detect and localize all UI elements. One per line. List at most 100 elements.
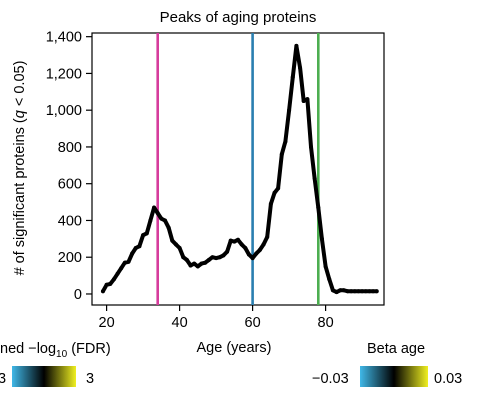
data-point — [305, 97, 310, 102]
data-point — [236, 237, 240, 242]
data-point — [360, 289, 365, 294]
fdr-legend-title: ned −log10 (FDR) — [0, 341, 111, 360]
data-point — [225, 249, 230, 254]
data-point — [210, 255, 215, 260]
y-tick-label: 800 — [58, 140, 82, 156]
data-point — [104, 282, 109, 287]
plot-frame — [91, 32, 385, 306]
fdr-legend-title-subscript: 10 — [56, 349, 68, 360]
data-point — [371, 289, 376, 294]
y-tick-label: 0 — [74, 287, 82, 303]
series-line — [101, 43, 379, 295]
x-tick-label: 20 — [99, 315, 115, 331]
x-tick-label: 40 — [172, 315, 188, 331]
beta-age-legend-max-label: 0.03 — [434, 371, 462, 387]
data-point — [334, 290, 339, 295]
data-point — [349, 289, 354, 294]
data-point — [148, 218, 153, 223]
fdr-colorbar — [12, 366, 76, 387]
data-point — [276, 186, 281, 191]
data-point — [155, 211, 160, 216]
data-point — [221, 253, 226, 258]
data-point — [246, 252, 251, 257]
fdr-legend-title-tail: (FDR) — [67, 341, 111, 357]
data-point — [367, 289, 372, 294]
data-point — [272, 190, 277, 195]
data-point — [119, 266, 124, 271]
data-point — [192, 261, 197, 266]
y-axis-label-tail: < 0.05) — [12, 61, 28, 111]
data-point — [316, 205, 321, 210]
data-point — [170, 238, 175, 243]
data-point — [287, 108, 292, 113]
x-tick-label: 80 — [318, 315, 334, 331]
data-point — [352, 289, 357, 294]
beta-age-colorbar-legend: Beta age −0.03 0.03 — [312, 341, 462, 387]
y-tick-label: 1,400 — [46, 30, 82, 46]
y-tick-label: 400 — [58, 213, 82, 229]
data-point — [323, 264, 328, 269]
y-tick-label: 600 — [58, 177, 82, 193]
data-point — [374, 289, 379, 294]
data-point — [268, 201, 273, 206]
data-point — [290, 75, 295, 80]
beta-age-colorbar — [360, 366, 428, 387]
data-point — [261, 242, 266, 247]
data-point — [279, 152, 284, 157]
data-point — [173, 242, 178, 247]
data-point — [163, 218, 167, 223]
data-point — [152, 205, 157, 210]
data-point — [319, 236, 324, 241]
data-point — [298, 65, 303, 70]
x-axis-label: Age (years) — [197, 340, 272, 356]
y-axis-label-main: # of significant proteins ( — [12, 118, 28, 275]
data-point — [111, 277, 116, 282]
data-point — [115, 271, 120, 276]
data-point — [283, 139, 288, 144]
data-point — [126, 259, 131, 264]
data-point — [188, 263, 193, 268]
data-point — [100, 289, 105, 294]
data-point — [184, 257, 189, 262]
beta-age-legend-min-label: −0.03 — [312, 371, 349, 387]
data-point — [141, 233, 146, 238]
data-point — [250, 256, 255, 261]
y-axis: 0 200 400 600 800 1,000 1,200 1,400 — [46, 30, 92, 303]
data-point — [217, 255, 222, 260]
data-point — [199, 261, 204, 266]
data-point — [108, 281, 113, 286]
x-tick-label: 60 — [245, 315, 261, 331]
data-point — [341, 288, 346, 293]
data-point — [356, 289, 361, 294]
data-point — [232, 239, 237, 244]
y-tick-label: 200 — [58, 250, 82, 266]
data-point — [181, 255, 186, 260]
data-point — [345, 289, 350, 294]
fdr-colorbar-legend: ned −log10 (FDR) 3 3 — [0, 341, 111, 387]
data-point — [159, 216, 164, 221]
data-point — [206, 257, 211, 262]
data-point — [130, 251, 135, 256]
data-point — [265, 235, 270, 239]
fdr-legend-title-main: ned −log — [0, 341, 56, 357]
data-point — [330, 288, 335, 293]
data-point — [301, 99, 306, 103]
y-tick-label: 1,200 — [46, 66, 82, 82]
data-point — [203, 260, 208, 265]
data-point — [228, 238, 233, 243]
data-point — [195, 264, 200, 269]
y-axis-label-q: q — [12, 110, 28, 118]
x-axis: 20 40 60 80 — [99, 305, 334, 331]
data-point — [363, 289, 368, 294]
data-point — [254, 251, 259, 256]
data-point — [294, 43, 299, 48]
data-point — [338, 288, 343, 293]
data-point — [243, 246, 248, 251]
data-point — [214, 256, 219, 261]
data-point — [137, 244, 142, 249]
data-point — [257, 247, 262, 252]
y-axis-label: # of significant proteins (q < 0.05) — [12, 61, 28, 276]
data-point — [239, 242, 244, 247]
y-tick-label: 1,000 — [46, 103, 82, 119]
beta-age-legend-title: Beta age — [367, 341, 425, 357]
